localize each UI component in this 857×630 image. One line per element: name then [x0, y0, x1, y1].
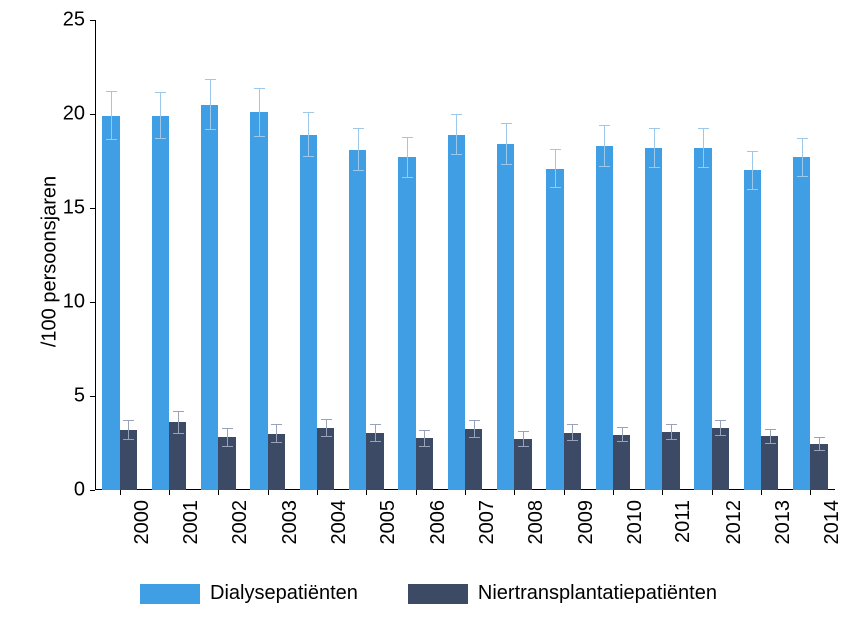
error-bar [128, 420, 129, 441]
error-bar [424, 430, 425, 447]
bar [613, 435, 630, 490]
error-bar [506, 123, 507, 164]
error-bar [555, 149, 556, 188]
error-bar [358, 128, 359, 171]
legend-label: Dialysepatiënten [210, 582, 358, 605]
legend-item: Niertransplantatiepatiënten [408, 582, 717, 605]
bar [793, 157, 810, 490]
y-tick-label: 25 [63, 9, 85, 32]
error-bar [671, 424, 672, 440]
bar [712, 428, 729, 490]
bar [662, 432, 679, 490]
error-bar [259, 88, 260, 137]
x-tick-label: 2012 [722, 500, 745, 545]
error-bar [210, 79, 211, 130]
y-tick-label: 15 [63, 197, 85, 220]
bar [564, 433, 581, 490]
bar [102, 116, 119, 490]
error-bar [308, 112, 309, 157]
bar [497, 144, 514, 490]
x-tick-label: 2010 [624, 500, 647, 545]
error-bar [770, 429, 771, 444]
y-tick-label: 20 [63, 103, 85, 126]
bar [201, 105, 218, 490]
error-bar [802, 138, 803, 177]
error-bar [227, 428, 228, 447]
error-bar [720, 420, 721, 436]
error-bar [474, 420, 475, 438]
bar [300, 135, 317, 490]
bar [596, 146, 613, 490]
y-tick-label: 10 [63, 291, 85, 314]
plot-area: 0510152025200020012002200320042005200620… [95, 20, 835, 490]
y-tick-label: 0 [74, 479, 85, 502]
x-tick-label: 2006 [426, 500, 449, 545]
bar [349, 150, 366, 490]
error-bar [752, 151, 753, 190]
x-tick-label: 2005 [377, 500, 400, 545]
x-tick-label: 2009 [574, 500, 597, 545]
x-tick-label: 2014 [821, 500, 844, 545]
x-tick-label: 2007 [476, 500, 499, 545]
x-tick-label: 2004 [328, 500, 351, 545]
bar [546, 169, 563, 490]
x-tick-label: 2001 [180, 500, 203, 545]
x-tick-label: 2003 [278, 500, 301, 545]
bar [398, 157, 415, 490]
legend: Dialysepatiënten Niertransplantatiepatiën… [0, 582, 857, 605]
error-bar [160, 92, 161, 139]
error-bar [523, 431, 524, 447]
chart-container: /100 persoonsjaren 051015202520002001200… [0, 0, 857, 630]
error-bar [604, 125, 605, 166]
bar [448, 135, 465, 490]
error-bar [375, 424, 376, 442]
error-bar [326, 419, 327, 438]
error-bar [111, 91, 112, 140]
x-tick-label: 2008 [525, 500, 548, 545]
error-bar [178, 411, 179, 434]
error-bar [819, 437, 820, 451]
x-tick-label: 2002 [229, 500, 252, 545]
bar [465, 429, 482, 490]
error-bar [407, 137, 408, 178]
x-tick-label: 2000 [130, 500, 153, 545]
y-axis-label: /100 persoonsjaren [39, 162, 62, 362]
y-tick-label: 5 [74, 385, 85, 408]
bar [645, 148, 662, 490]
x-tick-label: 2013 [772, 500, 795, 545]
error-bar [654, 128, 655, 167]
error-bar [276, 424, 277, 443]
error-bar [456, 114, 457, 155]
legend-label: Niertransplantatiepatiënten [478, 582, 717, 605]
x-tick-label: 2011 [672, 500, 695, 543]
error-bar [572, 424, 573, 441]
bar [250, 112, 267, 490]
legend-item: Dialysepatiënten [140, 582, 358, 605]
bar [694, 148, 711, 490]
bar [744, 170, 761, 490]
legend-swatch [140, 584, 200, 604]
bar [152, 116, 169, 490]
legend-swatch [408, 584, 468, 604]
error-bar [703, 128, 704, 167]
error-bar [622, 427, 623, 443]
bar [761, 436, 778, 490]
